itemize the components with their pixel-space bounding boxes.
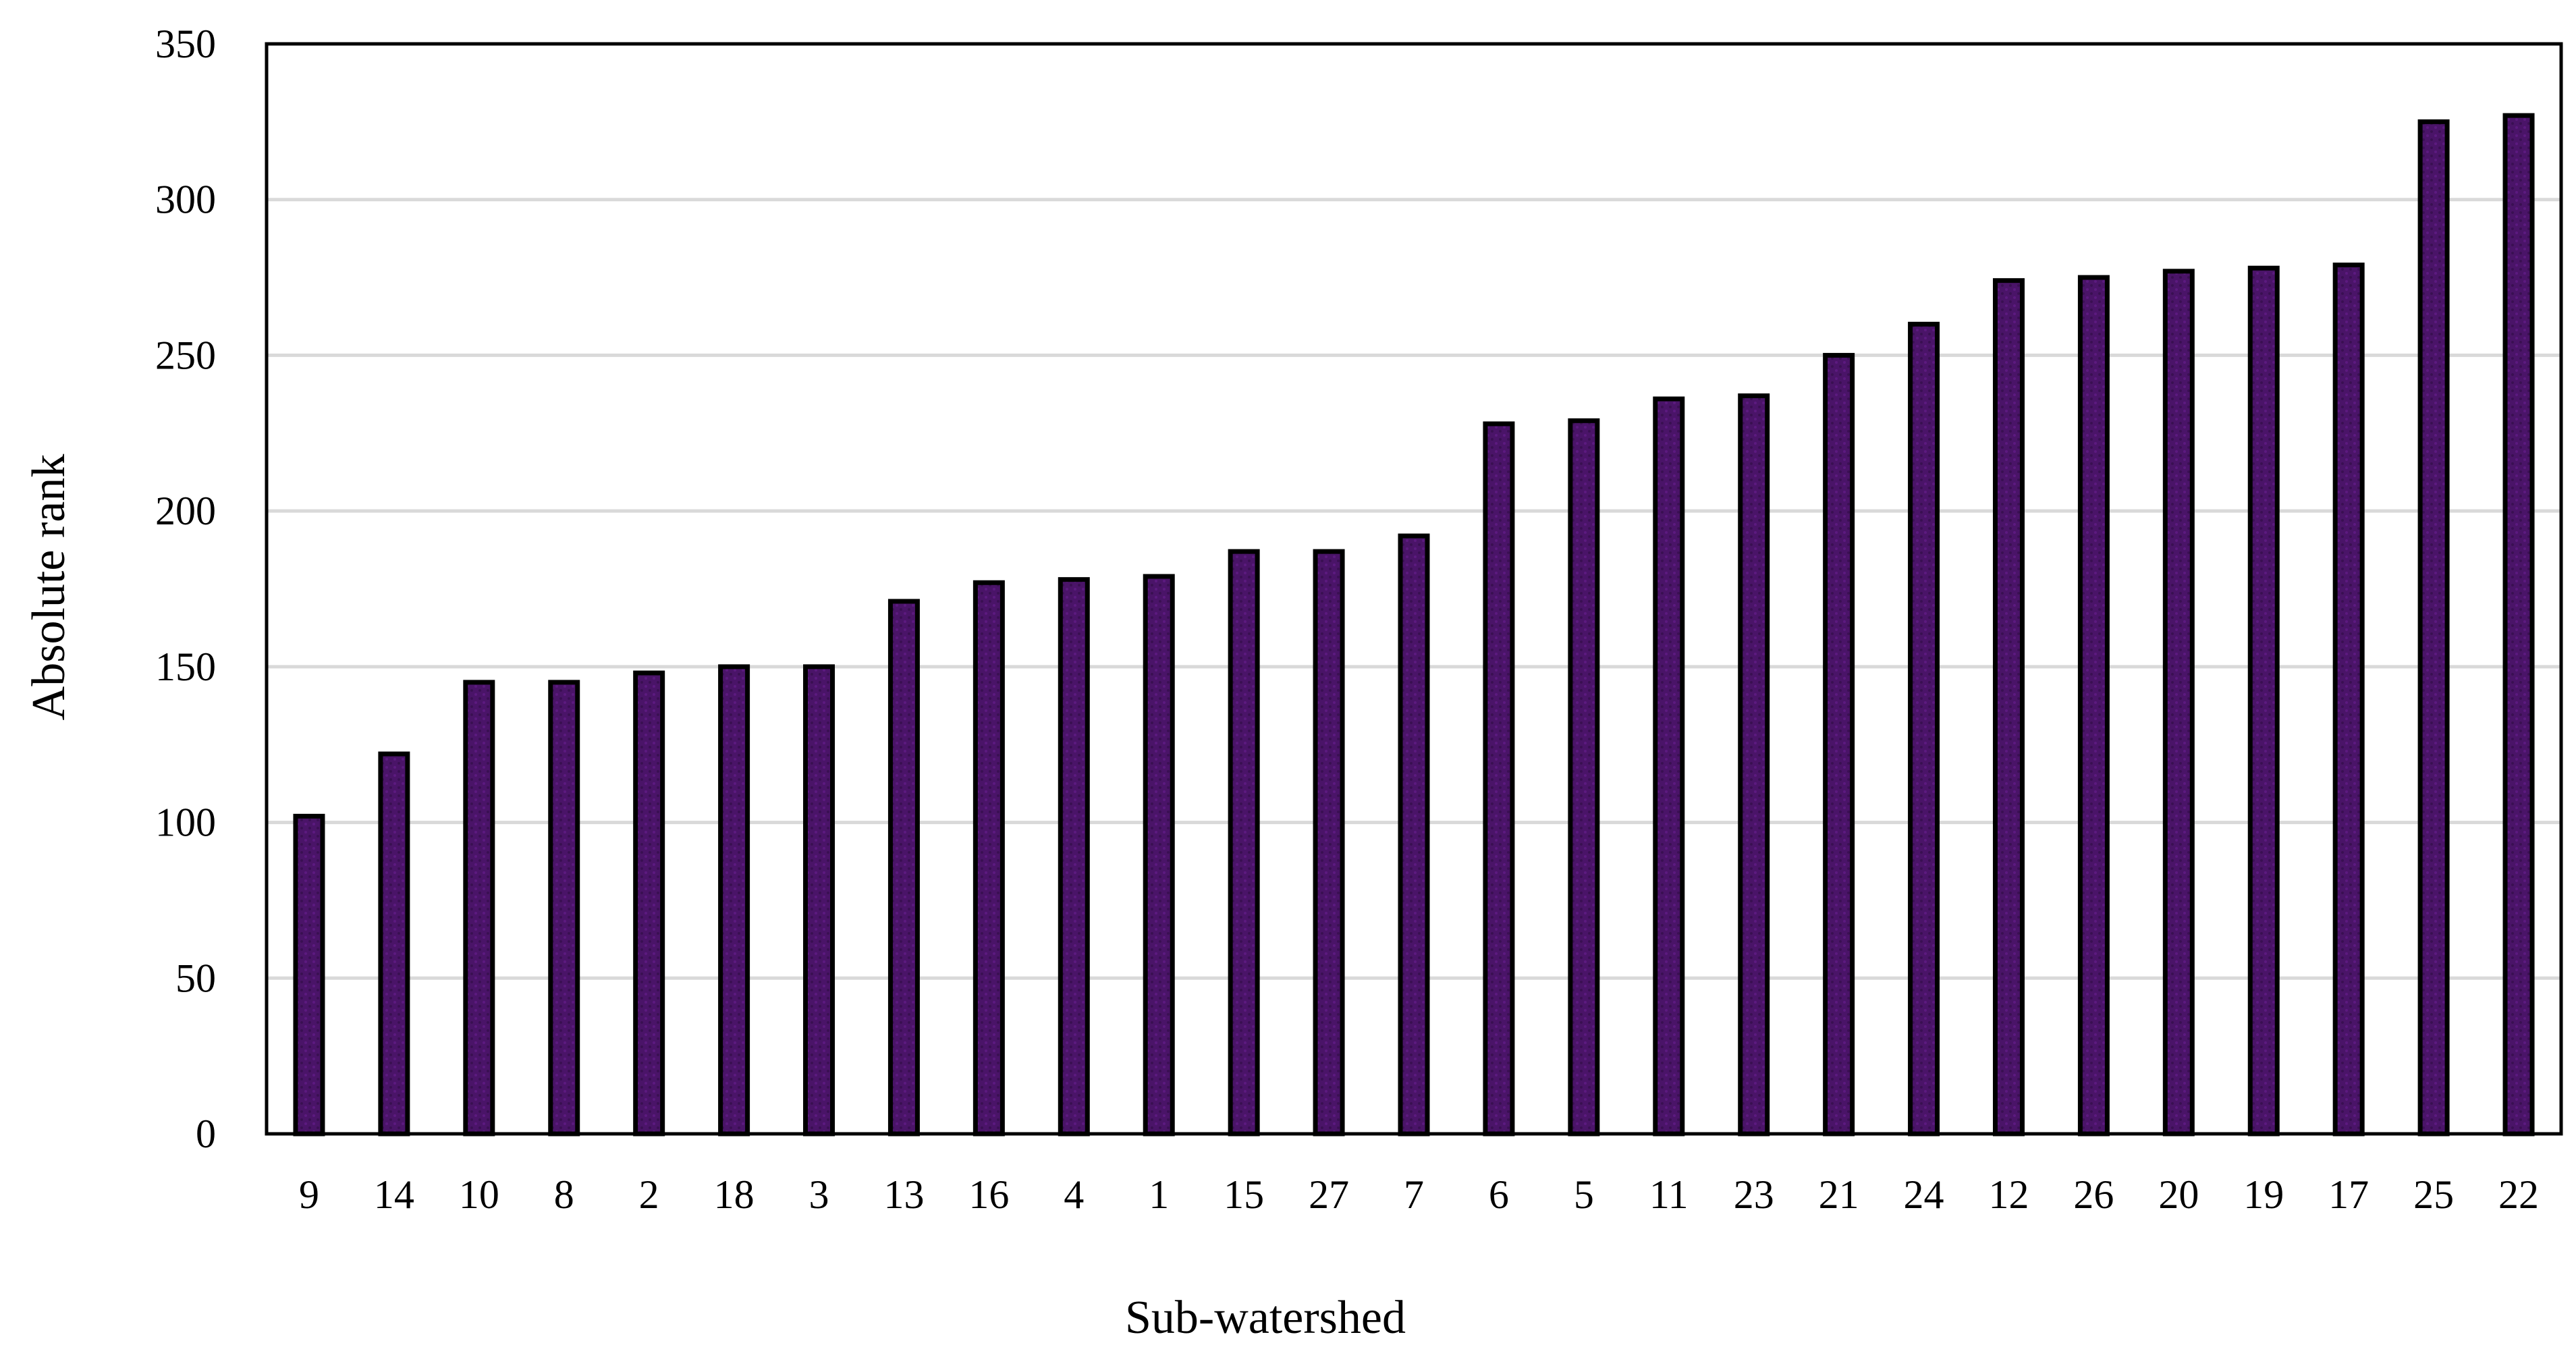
x-tick-labels: 9 14 10 8 2 18 3 13 16 4 1 15 27 7 6 5 11 23 21 24 12 26 20 19 1… [299,1172,2539,1217]
x-tick-label: 25 [2413,1172,2454,1217]
bar-20 [2162,269,2195,1137]
bar-2 [633,670,665,1137]
bar-13 [887,599,920,1137]
bar-24 [1908,321,1940,1137]
x-tick-label: 6 [1489,1172,1509,1217]
x-tick-label: 7 [1404,1172,1424,1217]
bar-8 [548,680,580,1137]
x-tick-label: 17 [2328,1172,2369,1217]
y-tick-label: 100 [155,800,216,845]
x-tick-label: 19 [2243,1172,2284,1217]
bar-1 [1143,574,1175,1137]
y-tick-label: 250 [155,333,216,377]
bars [293,113,2535,1137]
x-tick-label: 27 [1309,1172,1349,1217]
bar-26 [2077,275,2110,1137]
x-tick-label: 12 [1988,1172,2029,1217]
x-axis-title: Sub-watershed [1125,1292,1406,1344]
bar-6 [1483,421,1515,1137]
x-tick-label: 26 [2073,1172,2114,1217]
bar-10 [463,680,495,1137]
x-tick-label: 2 [639,1172,659,1217]
x-tick-label: 23 [1734,1172,1774,1217]
bar-27 [1313,549,1345,1137]
x-tick-label: 24 [1904,1172,1944,1217]
bar-4 [1058,577,1090,1137]
x-tick-label: 1 [1149,1172,1169,1217]
bar-7 [1398,533,1430,1137]
axes [265,42,2563,1136]
x-tick-label: 16 [968,1172,1009,1217]
x-tick-label: 20 [2158,1172,2199,1217]
bar-25 [2417,119,2450,1137]
x-tick-label: 14 [374,1172,414,1217]
y-tick-label: 50 [175,956,216,1000]
bar-22 [2502,113,2535,1137]
x-tick-label: 13 [883,1172,924,1217]
bar-11 [1653,396,1685,1137]
bar-19 [2247,265,2280,1137]
y-tick-labels: 0 50 100 150 200 250 300 350 [155,22,216,1156]
bar-18 [718,664,750,1137]
y-tick-label: 150 [155,645,216,689]
bar-16 [972,580,1005,1137]
x-tick-label: 21 [1819,1172,1859,1217]
bar-21 [1823,352,1855,1137]
x-tick-label: 15 [1224,1172,1264,1217]
bar-12 [1992,278,2025,1137]
y-tick-label: 300 [155,177,216,222]
x-tick-label: 10 [459,1172,499,1217]
bar-15 [1228,549,1260,1137]
bar-9 [293,813,325,1137]
x-tick-label: 9 [299,1172,319,1217]
y-axis-title: Absolute rank [23,454,75,721]
x-tick-label: 18 [714,1172,755,1217]
x-tick-label: 22 [2498,1172,2539,1217]
x-tick-label: 3 [809,1172,829,1217]
x-tick-label: 5 [1574,1172,1594,1217]
y-tick-label: 200 [155,489,216,533]
bar-3 [803,664,835,1137]
bar-5 [1568,418,1600,1137]
bar-17 [2332,263,2365,1137]
x-tick-label: 11 [1649,1172,1689,1217]
y-tick-label: 350 [155,22,216,66]
bar-14 [378,751,410,1137]
x-tick-label: 8 [554,1172,574,1217]
y-tick-label: 0 [196,1112,216,1156]
bar-23 [1738,393,1770,1137]
x-tick-label: 4 [1064,1172,1084,1217]
